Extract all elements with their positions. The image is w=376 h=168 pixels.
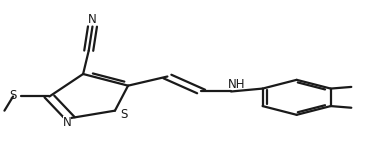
Text: NH: NH — [228, 78, 246, 91]
Text: N: N — [88, 13, 97, 26]
Text: S: S — [121, 108, 128, 121]
Text: N: N — [63, 116, 71, 129]
Text: S: S — [9, 89, 17, 102]
